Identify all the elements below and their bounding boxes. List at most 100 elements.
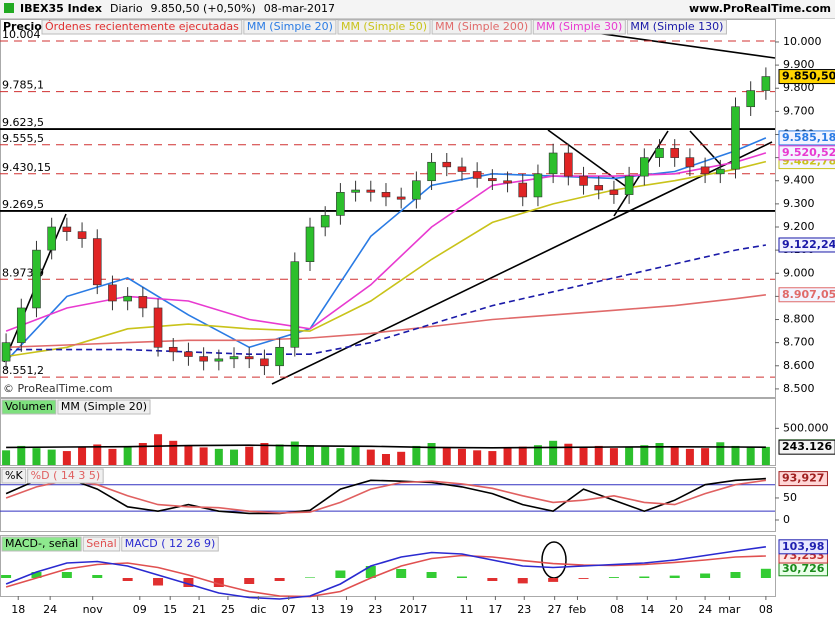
volume-bar bbox=[503, 448, 512, 465]
value-tag-box bbox=[778, 539, 828, 555]
volume-bar bbox=[685, 448, 694, 465]
candle-body bbox=[305, 226, 315, 262]
value-tag: 8.907,05 bbox=[782, 288, 835, 301]
candle-body bbox=[685, 157, 695, 168]
candle-body bbox=[123, 296, 132, 302]
legend-label: MACD-, señal bbox=[5, 537, 78, 550]
x-tick-label: nov bbox=[83, 603, 104, 616]
volume-bar bbox=[321, 446, 330, 465]
series-line bbox=[6, 444, 766, 449]
value-tag-box bbox=[778, 69, 835, 85]
legend-box bbox=[337, 19, 431, 35]
value-tag: 30,726 bbox=[782, 562, 825, 575]
volume-bar bbox=[655, 443, 664, 465]
legend-label: MM (Simple 50) bbox=[341, 20, 427, 33]
x-tick-label: 24 bbox=[43, 603, 57, 616]
candle-body bbox=[260, 358, 269, 367]
legend-box bbox=[626, 19, 727, 35]
legend-box bbox=[1, 536, 82, 552]
value-tag: 103,98 bbox=[782, 540, 824, 553]
volume-bar bbox=[17, 445, 26, 465]
volume-bar bbox=[381, 454, 390, 465]
header-bar: IBEX35 Index Diario 9.850,50 (+0,50%) 08-ma… bbox=[0, 0, 835, 19]
candle-body bbox=[518, 182, 528, 198]
x-tick-label: 25 bbox=[221, 603, 235, 616]
histogram-bar bbox=[669, 575, 680, 578]
histogram-bar bbox=[61, 572, 72, 578]
histogram-bar bbox=[183, 578, 194, 587]
candle-body bbox=[624, 175, 634, 195]
y-tick-label: 9.300 bbox=[783, 197, 815, 210]
level-label: 9.623,5 bbox=[2, 116, 44, 129]
x-tick-label: 20 bbox=[669, 603, 683, 616]
candle-body bbox=[670, 148, 680, 158]
volume-bar bbox=[594, 445, 603, 465]
histogram-bar bbox=[244, 578, 255, 584]
legend-label: MACD ( 12 26 9) bbox=[125, 537, 216, 550]
histogram-bar bbox=[31, 572, 42, 578]
candle-body bbox=[366, 189, 376, 193]
stoch-frame bbox=[0, 467, 776, 532]
volume-bar bbox=[609, 448, 618, 465]
x-tick-label: 13 bbox=[311, 603, 325, 616]
candle-body bbox=[275, 346, 284, 367]
level-label: 9.430,15 bbox=[2, 161, 51, 174]
y-tick-label: 8.600 bbox=[783, 359, 815, 372]
histogram-bar bbox=[487, 578, 498, 581]
candle-body bbox=[320, 215, 330, 228]
legend-label: MM (Simple 20) bbox=[247, 20, 333, 33]
x-tick-label: 14 bbox=[640, 603, 654, 616]
candle-body bbox=[214, 358, 224, 362]
volume-bar bbox=[427, 443, 436, 465]
symbol: IBEX35 Index bbox=[20, 2, 102, 15]
candle-body bbox=[351, 189, 360, 193]
trendline bbox=[689, 130, 723, 167]
series-line bbox=[6, 294, 767, 349]
series-line bbox=[5, 554, 766, 598]
volume-bar bbox=[640, 445, 649, 465]
value-tag-box bbox=[778, 145, 835, 161]
candle-body bbox=[427, 161, 436, 182]
legend-box bbox=[1, 399, 57, 415]
x-tick-label: 27 bbox=[548, 603, 562, 616]
candle-body bbox=[168, 346, 178, 353]
histogram-bar bbox=[608, 577, 619, 578]
y-tick-label: 9.400 bbox=[783, 174, 815, 187]
candle-body bbox=[138, 296, 148, 309]
level-label: 10.004 bbox=[2, 28, 41, 41]
volume-bar bbox=[62, 451, 71, 465]
x-tick-label: 17 bbox=[488, 603, 502, 616]
volume-bar bbox=[336, 448, 345, 465]
candle-body bbox=[488, 178, 497, 182]
copyright: © ProRealTime.com bbox=[3, 382, 113, 395]
y-tick-label: 8.500 bbox=[783, 382, 815, 395]
histogram-bar bbox=[92, 575, 103, 578]
volume-bar bbox=[306, 445, 314, 465]
price-frame bbox=[0, 19, 776, 398]
volume-bar bbox=[78, 447, 87, 465]
legend-box bbox=[57, 399, 151, 415]
candle-body bbox=[108, 284, 117, 302]
x-tick-label: 19 bbox=[339, 603, 353, 616]
legend-box bbox=[27, 468, 104, 484]
volume-bar bbox=[366, 449, 375, 465]
x-tick-label: 23 bbox=[517, 603, 531, 616]
candle-body bbox=[77, 231, 87, 239]
value-tag: 9.122,24 bbox=[782, 238, 835, 251]
x-tick-label: feb bbox=[569, 603, 587, 616]
candle-body bbox=[184, 351, 193, 357]
candle-body bbox=[229, 356, 239, 360]
series-line bbox=[6, 244, 767, 355]
header-icon bbox=[4, 3, 14, 13]
legend-label: Señal bbox=[86, 537, 117, 550]
level-label: 8.551,2 bbox=[2, 364, 44, 377]
volume-bar bbox=[184, 445, 193, 465]
candle-body bbox=[47, 226, 56, 251]
x-tick-label: 11 bbox=[460, 603, 474, 616]
volume-bar bbox=[230, 449, 239, 465]
volume-bar bbox=[138, 443, 147, 465]
volume-bar bbox=[214, 448, 223, 465]
candle-body bbox=[655, 148, 664, 158]
legend-box bbox=[431, 19, 532, 35]
